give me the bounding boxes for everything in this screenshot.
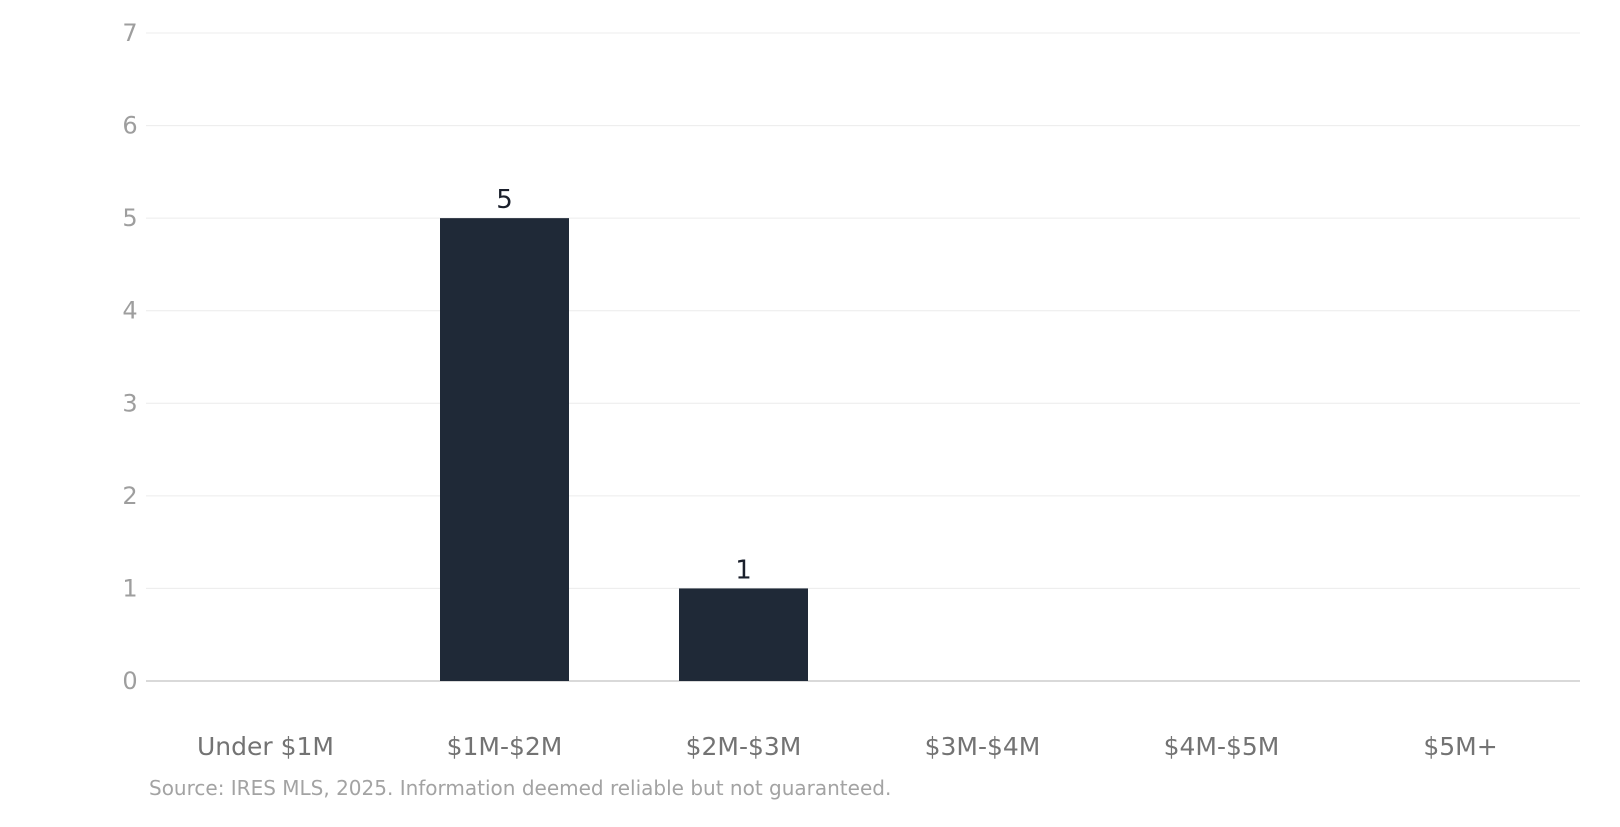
data-label: 5 <box>496 185 513 215</box>
x-category-label: $5M+ <box>1423 732 1497 761</box>
x-category-label: $4M-$5M <box>1164 732 1280 761</box>
y-tick-label: 4 <box>122 297 137 325</box>
y-tick-label: 1 <box>122 574 137 602</box>
bar <box>679 588 808 681</box>
y-tick-label: 7 <box>122 19 137 47</box>
data-label: 1 <box>735 555 752 585</box>
x-category-label: $2M-$3M <box>686 732 802 761</box>
source-note: Source: IRES MLS, 2025. Information deem… <box>149 776 892 800</box>
y-tick-label: 2 <box>122 482 137 510</box>
x-category-label: $3M-$4M <box>925 732 1041 761</box>
y-tick-label: 3 <box>122 389 137 417</box>
x-category-label: $1M-$2M <box>447 732 563 761</box>
y-tick-label: 0 <box>122 667 137 695</box>
y-tick-label: 5 <box>122 204 137 232</box>
y-tick-label: 6 <box>122 112 137 140</box>
x-category-label: Under $1M <box>197 732 334 761</box>
bar <box>440 218 569 681</box>
